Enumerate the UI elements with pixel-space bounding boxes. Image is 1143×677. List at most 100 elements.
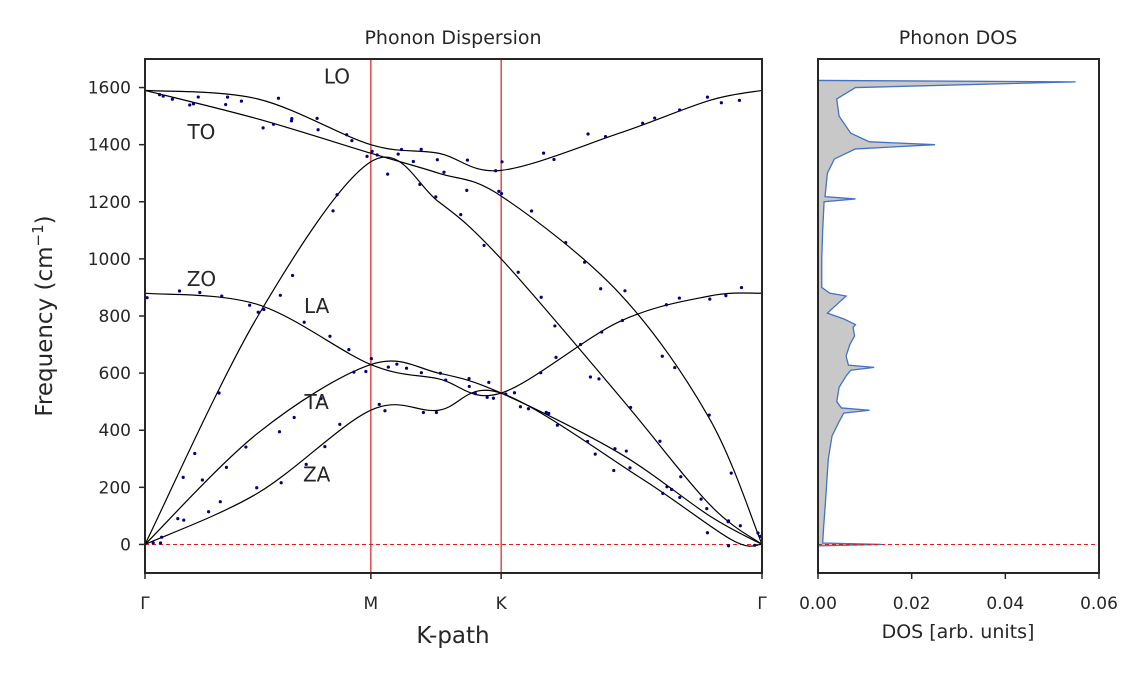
reference-point	[467, 376, 471, 381]
reference-point	[244, 445, 248, 449]
reference-point	[435, 158, 439, 162]
reference-point	[499, 191, 504, 196]
reference-point	[677, 296, 681, 300]
reference-point	[485, 395, 489, 399]
reference-point	[151, 541, 155, 545]
branch-curve-zo	[144, 292, 763, 397]
reference-point	[316, 128, 320, 132]
reference-point	[726, 544, 731, 548]
y-tick-label: 1000	[88, 250, 131, 270]
reference-point	[404, 366, 409, 370]
reference-point	[699, 497, 703, 501]
branch-label: LO	[324, 64, 350, 88]
reference-point	[529, 209, 534, 213]
reference-point	[708, 297, 712, 301]
reference-point	[383, 409, 387, 413]
branch-label: TA	[303, 390, 329, 414]
dispersion-y-axis-title: Frequency (cm−1)	[29, 215, 58, 416]
phonon-dispersion-panel: Phonon Dispersion 0 200 400 600 800 1000 1200 1…	[29, 27, 767, 649]
reference-point	[375, 153, 379, 157]
x-tick-label: Γ	[140, 594, 150, 614]
branch-curve-la	[144, 156, 763, 545]
reference-point	[335, 193, 339, 197]
reference-point	[487, 380, 491, 384]
reference-point	[331, 209, 335, 213]
reference-point	[196, 95, 200, 99]
phonon-dos-panel: Phonon DOS 0.00 0.02 0.04 0.06 DOS [arb. un…	[799, 27, 1118, 643]
reference-point	[181, 475, 185, 479]
dos-curve	[817, 79, 1099, 547]
reference-point	[255, 486, 259, 490]
reference-point	[218, 500, 222, 504]
y-tick-label: 600	[99, 364, 131, 384]
reference-point	[145, 296, 149, 300]
reference-point	[188, 103, 192, 107]
reference-point	[377, 402, 381, 406]
reference-point	[739, 285, 744, 290]
reference-point	[225, 95, 230, 99]
dos-tick-label: 0.02	[893, 594, 931, 614]
reference-point	[350, 139, 354, 143]
reference-point	[544, 410, 548, 415]
reference-point	[669, 487, 674, 492]
branch-labels: LO TO ZO LA TA ZA	[186, 64, 350, 486]
reference-point	[588, 375, 593, 379]
reference-point	[161, 94, 165, 98]
reference-point	[434, 410, 438, 415]
reference-point	[658, 439, 662, 443]
reference-point	[491, 396, 496, 400]
reference-point	[705, 507, 709, 511]
reference-point	[193, 451, 197, 456]
reference-point	[176, 517, 180, 521]
reference-point	[539, 295, 543, 299]
reference-point	[600, 330, 604, 334]
reference-point	[564, 240, 568, 245]
reference-point	[597, 377, 601, 381]
reference-point	[364, 369, 368, 374]
reference-point	[664, 303, 668, 307]
y-tick-label: 800	[99, 307, 131, 327]
reference-point	[191, 102, 196, 106]
reference-point	[707, 413, 711, 417]
y-tick-label: 1600	[88, 79, 131, 99]
branch-label: TO	[186, 120, 215, 144]
reference-point	[220, 294, 224, 298]
reference-point	[200, 478, 204, 482]
reference-point	[473, 391, 477, 396]
branch-label: LA	[304, 294, 330, 318]
reference-point	[271, 122, 276, 126]
reference-point	[352, 370, 356, 374]
reference-point	[516, 270, 520, 274]
reference-point	[465, 158, 470, 162]
reference-point	[304, 462, 308, 466]
reference-point	[552, 157, 556, 162]
reference-point	[583, 260, 587, 264]
reference-point	[661, 491, 665, 495]
reference-point	[224, 465, 229, 469]
branch-curve-za	[144, 389, 763, 547]
reference-point	[512, 391, 517, 395]
reference-point	[170, 97, 174, 101]
reference-point	[678, 108, 682, 112]
y-tick-label: 200	[99, 478, 131, 498]
reference-point	[419, 147, 423, 151]
reference-point	[547, 411, 551, 416]
reference-point	[438, 371, 443, 375]
reference-point	[497, 189, 501, 193]
branch-label: ZO	[187, 267, 216, 291]
reference-point	[418, 182, 422, 186]
reference-point	[315, 116, 319, 120]
x-tick-label: M	[364, 594, 379, 614]
reference-point	[399, 147, 404, 152]
dos-title: Phonon DOS	[899, 27, 1018, 49]
reference-point	[679, 475, 683, 479]
reference-point	[290, 273, 295, 278]
reference-point	[705, 95, 710, 99]
reference-point	[411, 159, 415, 164]
dos-tick-label: 0.06	[1080, 594, 1118, 614]
y-tick-label: 400	[99, 421, 131, 441]
reference-point	[421, 410, 425, 415]
reference-point	[603, 134, 608, 139]
dos-tick-label: 0.04	[986, 594, 1024, 614]
